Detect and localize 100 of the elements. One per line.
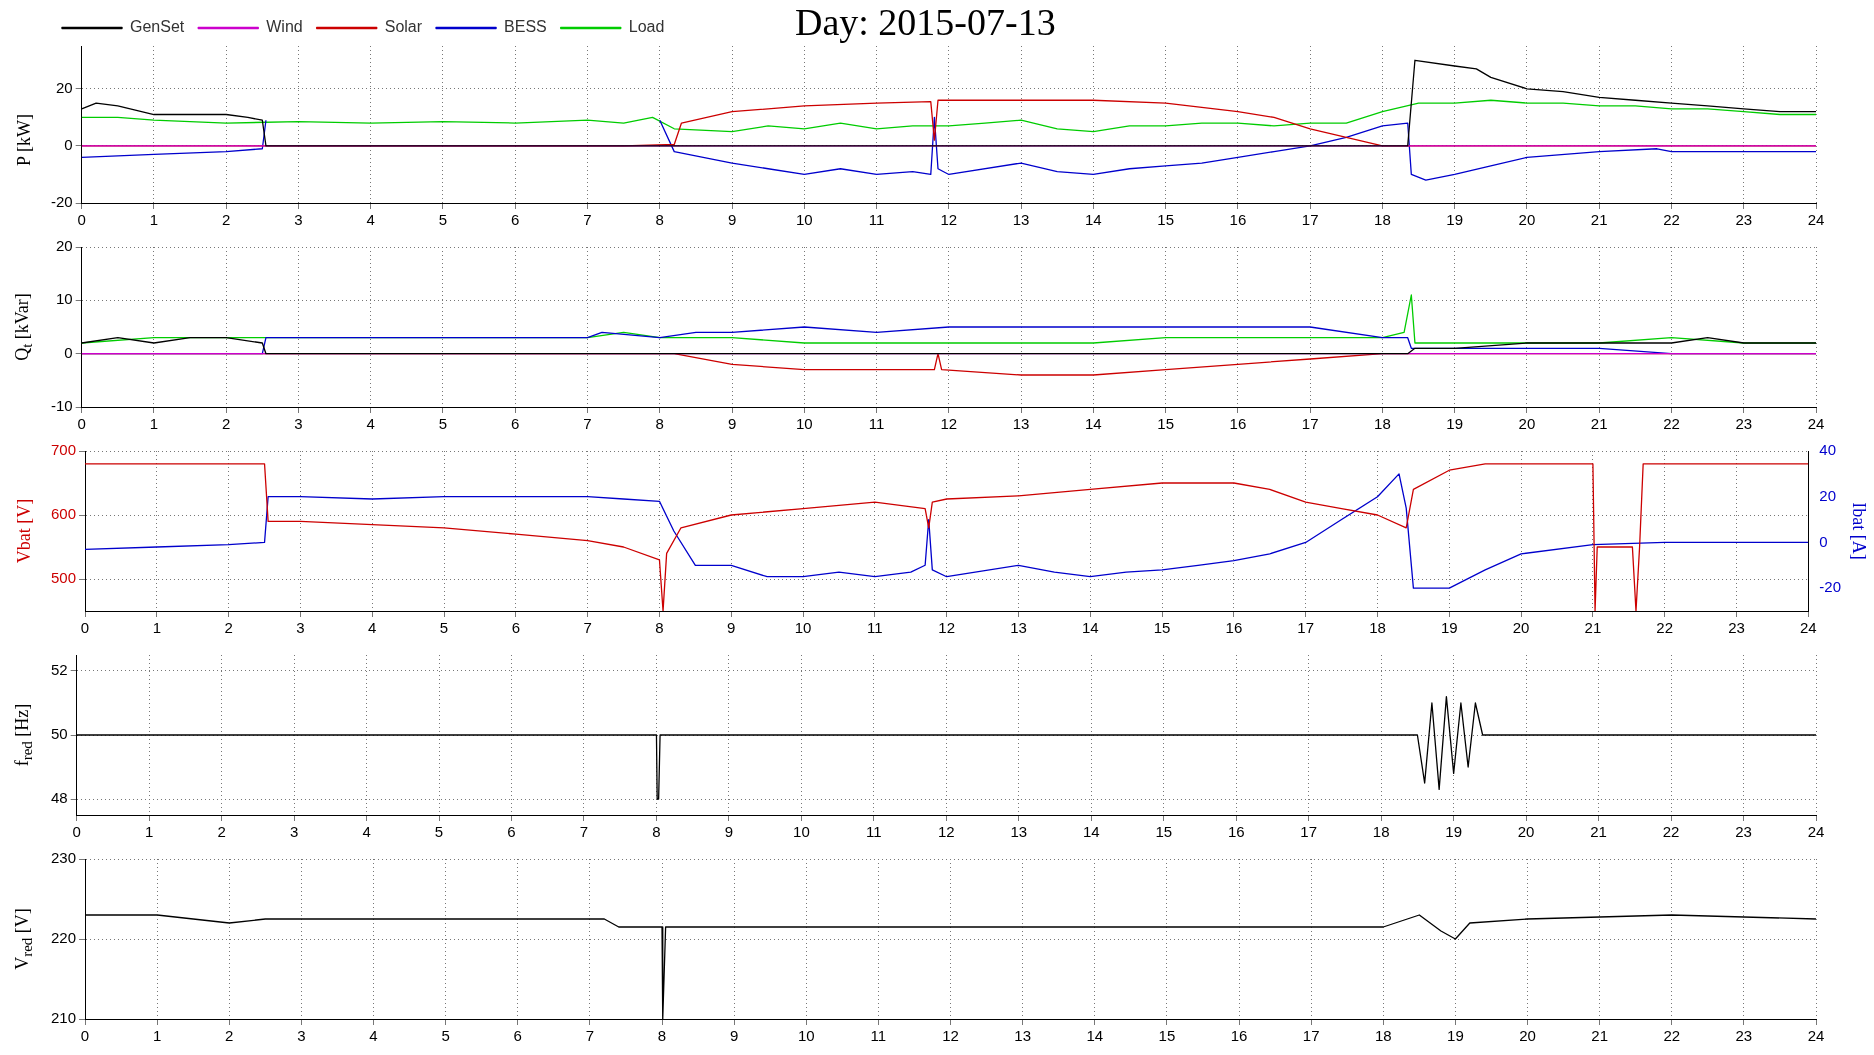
x-tick-label: 13 xyxy=(1010,823,1028,841)
y-tick-label: 210 xyxy=(51,1009,77,1027)
x-tick-label: 4 xyxy=(369,1027,378,1045)
x-tick-label: 13 xyxy=(1012,211,1030,229)
x-tick-label: 1 xyxy=(149,211,159,229)
x-tick-label: 0 xyxy=(80,1027,90,1045)
legend-label: BESS xyxy=(504,18,547,36)
x-tick-label: 6 xyxy=(511,415,520,433)
x-tick-label: 2 xyxy=(224,619,233,637)
x-tick-label: 16 xyxy=(1225,619,1243,637)
x-tick-label: 18 xyxy=(1372,823,1390,841)
x-tick-label: 16 xyxy=(1230,1027,1248,1045)
y-tick-label: 52 xyxy=(51,661,68,679)
x-tick-label: 14 xyxy=(1086,1027,1104,1045)
x-tick-label: 21 xyxy=(1584,619,1602,637)
x-tick-label: 5 xyxy=(441,1027,450,1045)
x-tick-label: 19 xyxy=(1447,1027,1464,1045)
x-tick-label: 24 xyxy=(1807,823,1825,841)
x-tick-label: 10 xyxy=(797,1027,815,1045)
x-tick-label: 14 xyxy=(1081,619,1099,637)
y-tick-label: 700 xyxy=(51,441,77,459)
x-tick-label: 5 xyxy=(438,211,448,229)
x-tick-label: 14 xyxy=(1085,211,1102,229)
x-tick-label: 15 xyxy=(1155,823,1173,841)
x-tick-label: 2 xyxy=(222,211,231,229)
x-tick-label: 21 xyxy=(1591,1027,1608,1045)
legend-label: Wind xyxy=(266,18,303,36)
x-tick-label: 12 xyxy=(942,1027,959,1045)
y-tick-label: 48 xyxy=(51,789,68,807)
x-tick-label: 22 xyxy=(1663,415,1680,433)
x-tick-label: 7 xyxy=(583,211,592,229)
x-tick-label: 3 xyxy=(294,415,303,433)
y2-tick-label: 20 xyxy=(1819,486,1837,504)
x-tick-label: 11 xyxy=(870,1027,887,1045)
x-tick-label: 17 xyxy=(1300,823,1318,841)
x-tick-label: 7 xyxy=(585,1027,595,1045)
x-tick-label: 22 xyxy=(1663,1027,1681,1045)
x-tick-label: 11 xyxy=(866,823,882,841)
x-tick-label: 1 xyxy=(152,1027,162,1045)
x-tick-label: 12 xyxy=(938,823,955,841)
x-tick-label: 23 xyxy=(1735,415,1753,433)
x-tick-label: 20 xyxy=(1517,823,1535,841)
x-tick-label: 14 xyxy=(1085,415,1102,433)
x-tick-label: 23 xyxy=(1735,823,1752,841)
x-tick-label: 17 xyxy=(1297,619,1315,637)
x-tick-label: 12 xyxy=(938,619,956,637)
x-tick-label: 14 xyxy=(1082,823,1100,841)
y-tick-label: 10 xyxy=(55,290,73,308)
x-tick-label: 5 xyxy=(439,619,449,637)
x-tick-label: 11 xyxy=(868,415,885,433)
x-tick-label: 8 xyxy=(652,823,661,841)
x-tick-label: 1 xyxy=(144,823,154,841)
x-tick-label: 20 xyxy=(1518,415,1536,433)
x-tick-label: 12 xyxy=(940,415,958,433)
legend-label: Solar xyxy=(384,18,423,36)
x-tick-label: 19 xyxy=(1446,211,1464,229)
x-tick-label: 9 xyxy=(727,619,736,637)
x-tick-label: 21 xyxy=(1590,823,1607,841)
x-tick-label: 16 xyxy=(1229,415,1247,433)
x-tick-label: 23 xyxy=(1735,1027,1753,1045)
x-tick-label: 22 xyxy=(1662,823,1680,841)
x-tick-label: 19 xyxy=(1445,823,1462,841)
x-tick-label: 18 xyxy=(1369,619,1386,637)
x-tick-label: 8 xyxy=(655,211,664,229)
x-tick-label: 23 xyxy=(1735,211,1753,229)
x-tick-label: 17 xyxy=(1301,211,1319,229)
y-tick-label: -10 xyxy=(50,397,73,415)
x-tick-label: 6 xyxy=(507,823,516,841)
y-tick-label: 20 xyxy=(55,78,73,96)
legend-label: GenSet xyxy=(130,18,185,36)
y-tick-label: 0 xyxy=(64,136,73,154)
x-tick-label: 13 xyxy=(1014,1027,1031,1045)
x-tick-label: 18 xyxy=(1374,211,1391,229)
x-tick-label: 22 xyxy=(1663,211,1680,229)
x-tick-label: 3 xyxy=(297,1027,306,1045)
x-tick-label: 9 xyxy=(727,211,737,229)
y-tick-label: 600 xyxy=(51,505,77,523)
x-tick-label: 10 xyxy=(794,619,812,637)
y-tick-label: 220 xyxy=(51,929,77,947)
x-tick-label: 3 xyxy=(296,619,305,637)
x-tick-label: 24 xyxy=(1799,619,1817,637)
x-tick-label: 17 xyxy=(1301,415,1319,433)
x-tick-label: 6 xyxy=(511,619,521,637)
x-tick-label: 8 xyxy=(655,619,664,637)
x-tick-label: 2 xyxy=(217,823,226,841)
x-tick-label: 10 xyxy=(795,211,813,229)
x-tick-label: 7 xyxy=(579,823,589,841)
x-tick-label: 11 xyxy=(867,619,883,637)
x-tick-label: 7 xyxy=(583,415,592,433)
x-tick-label: 7 xyxy=(583,619,592,637)
x-tick-label: 3 xyxy=(294,211,303,229)
x-tick-label: 4 xyxy=(362,823,371,841)
x-tick-label: 19 xyxy=(1440,619,1458,637)
y-tick-label: 20 xyxy=(55,237,73,255)
x-tick-label: 18 xyxy=(1374,415,1391,433)
y-tick-label: 500 xyxy=(51,569,77,587)
x-tick-label: 9 xyxy=(724,823,734,841)
x-tick-label: 18 xyxy=(1374,1027,1392,1045)
x-tick-label: 21 xyxy=(1590,211,1608,229)
x-tick-label: 23 xyxy=(1728,619,1745,637)
